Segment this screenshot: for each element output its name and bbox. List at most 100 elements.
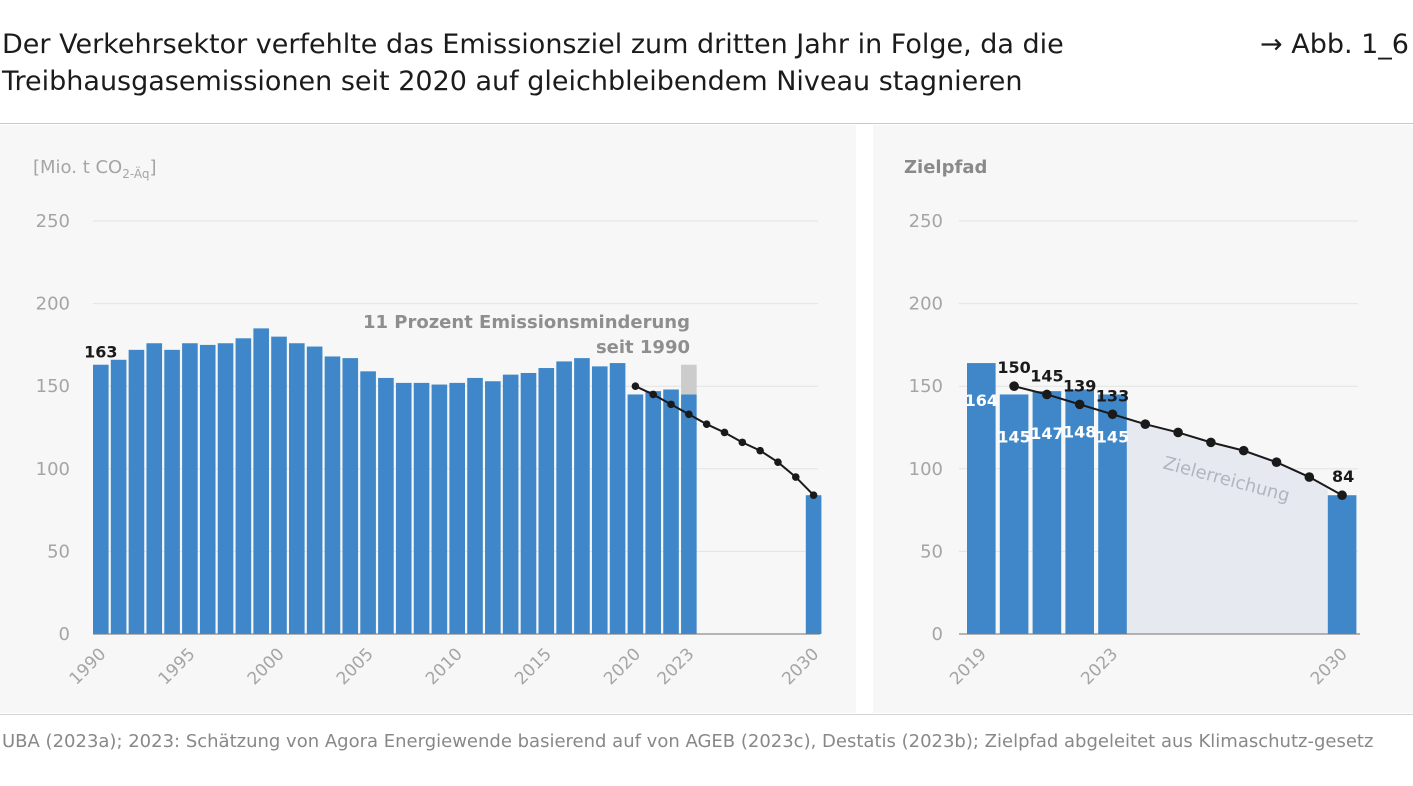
target-value-label: 133 [1096,386,1129,405]
y-tick-label: 0 [932,624,943,645]
bar [182,343,198,634]
y-tick-label: 100 [909,459,943,480]
bar [431,384,448,634]
target-path-point [809,491,818,500]
bar [574,358,590,634]
target-value-label: 139 [1063,376,1096,395]
bar [413,382,430,634]
y-tick-label: 50 [920,541,943,562]
bar [556,361,572,634]
x-tick-label: 2023 [654,644,699,689]
target-path-point [1140,419,1151,429]
y-tick-label: 200 [909,294,943,315]
x-tick-label: 2030 [1307,644,1352,689]
bar [199,344,216,634]
target-path-point [1304,472,1315,482]
chart-title: Der Verkehrsektor verfehlte das Emission… [2,29,1064,97]
bar-value-label: 164 [965,391,998,410]
top-divider [0,123,1413,124]
target-value-label: 84 [1332,467,1354,486]
bar-2030 [805,495,822,634]
bar [253,328,269,634]
annotation-line-1: 11 Prozent Emissionsminderung [363,312,690,333]
y-tick-label: 150 [909,376,943,397]
bar [271,336,287,634]
bar [235,338,252,634]
bar [681,394,697,634]
y-axis-unit-label: [Mio. t CO2-Äq] [33,157,157,181]
target-path-point [1009,381,1019,392]
bar-value-label: 147 [1030,424,1063,443]
x-tick-label: 1990 [66,644,111,689]
bar [999,394,1029,634]
y-tick-label: 200 [36,294,70,315]
bar [342,358,359,634]
bar [609,363,626,634]
bar [146,343,163,634]
target-path-point [1337,490,1347,501]
bar [324,356,341,634]
emissions-history-chart: [Mio. t CO2-Äq] 0 50 100 150 200 250 163 11 Proz… [33,157,823,689]
bar [467,377,483,634]
bar [217,343,234,634]
bar [591,366,608,634]
y-tick-label: 250 [909,211,943,232]
target-path-point [1206,437,1216,448]
source-note: UBA (2023a); 2023: Schätzung von Agora E… [2,731,1374,752]
bar [1327,495,1357,634]
bar-value-label: 148 [1063,423,1096,442]
bar [520,372,537,634]
target-path-point [667,400,675,409]
bar [306,346,323,634]
target-path-point [738,438,747,447]
bar [164,349,180,634]
bar [378,377,394,634]
target-path-point [720,428,729,437]
bottom-divider [0,714,1413,715]
target-path-point [1074,399,1085,410]
target-path-line [634,385,815,496]
bar [538,368,555,634]
bar [485,381,501,634]
bar-value-label: 145 [997,427,1030,446]
target-path-point [685,410,693,419]
target-path-point [791,473,800,481]
value-label-1990: 163 [84,343,117,362]
bar [110,359,127,634]
bar [360,371,376,634]
y-tick-label: 150 [36,376,70,397]
bar [93,364,109,634]
target-path-point [1042,389,1052,400]
right-chart-panel: Zielpfad 0 50 100 150 200 250 164 145 147 148 145 Zi… [873,125,1413,713]
bar [663,389,679,634]
target-path-point [1173,427,1183,438]
target-path-point [774,458,782,466]
x-tick-label: 2023 [1077,644,1122,689]
x-tick-label: 2020 [600,644,645,689]
annotation-line-2: seit 1990 [596,337,690,358]
left-chart-panel: [Mio. t CO2-Äq] 0 50 100 150 200 250 163 11 Proz… [0,125,856,713]
y-tick-label: 0 [59,624,70,645]
target-path-point [649,390,658,399]
estimate-bar-segment [681,364,697,395]
bar [289,343,305,634]
target-path-point [1271,457,1282,467]
bar [627,394,644,634]
bar [967,363,996,634]
bar [128,349,145,634]
x-tick-label: 2000 [244,644,289,689]
y-tick-label: 50 [47,541,70,562]
figure-reference: → Abb. 1_6 [1260,29,1409,60]
y-tick-label: 250 [36,211,70,232]
x-tick-label: 2015 [511,644,556,689]
x-tick-label: 2030 [778,644,823,689]
bar [1032,391,1062,634]
bar [1098,394,1127,634]
bar [395,382,412,634]
target-path-point [756,446,764,455]
target-path-point [631,382,640,391]
bar [1065,389,1094,634]
target-path-point [1238,445,1249,456]
target-area [1126,418,1328,634]
